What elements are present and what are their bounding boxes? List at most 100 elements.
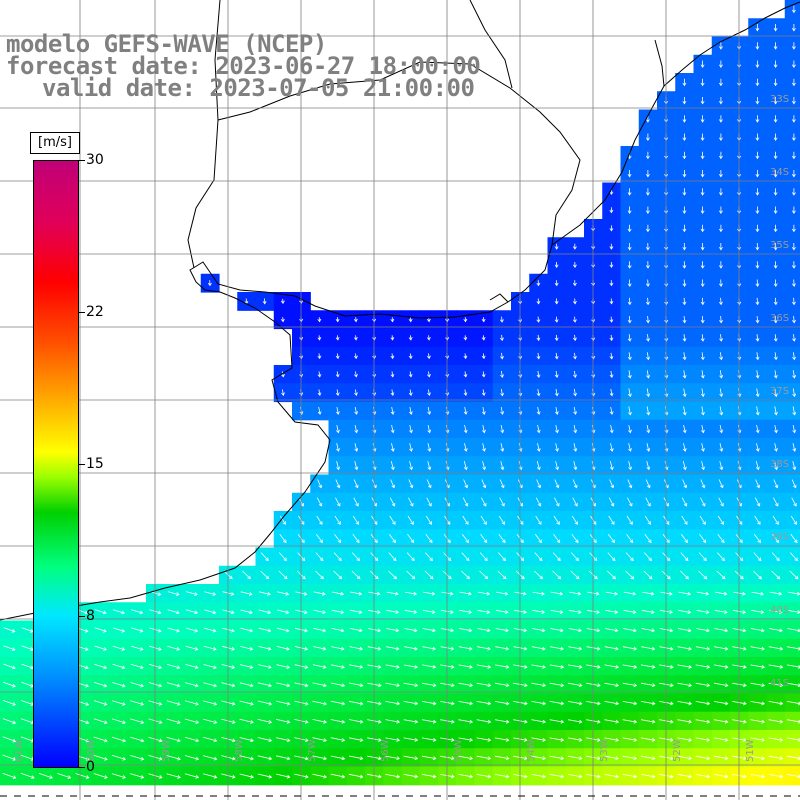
wind-arrow — [646, 315, 650, 324]
wind-arrow — [753, 534, 761, 544]
wind-arrow — [682, 406, 687, 416]
wind-arrow — [316, 497, 323, 507]
wind-arrow — [315, 534, 323, 544]
wind-arrow — [497, 570, 507, 580]
wind-arrow — [130, 682, 144, 688]
wind-arrow — [317, 389, 322, 397]
wind-arrow — [628, 443, 632, 452]
wind-arrow — [718, 97, 723, 105]
wind-arrow — [476, 682, 492, 688]
wind-arrow — [407, 515, 414, 525]
wind-arrow — [755, 206, 760, 214]
wind-arrow — [463, 407, 468, 415]
wind-arrow — [549, 664, 565, 669]
wind-arrow — [240, 609, 253, 615]
wind-arrow — [353, 353, 358, 360]
wind-arrow — [755, 406, 760, 416]
wind-arrow — [536, 316, 541, 323]
wind-arrow — [755, 479, 760, 489]
wind-arrow — [627, 352, 632, 361]
wind-arrow — [773, 115, 778, 123]
wind-arrow — [609, 443, 614, 452]
wind-arrow — [550, 628, 564, 633]
wind-arrow — [494, 701, 510, 706]
wind-arrow — [202, 718, 218, 724]
wind-arrow — [573, 407, 578, 415]
wind-arrow — [348, 773, 364, 779]
wind-arrow — [498, 552, 506, 562]
wind-arrow — [500, 443, 505, 452]
wind-arrow — [330, 755, 346, 761]
wind-speed-cell — [784, 401, 800, 421]
wind-arrow — [276, 627, 290, 633]
wind-arrow — [549, 719, 565, 724]
latitude-label: 39S — [770, 532, 789, 543]
wind-arrow — [718, 170, 723, 178]
wind-arrow — [628, 425, 632, 434]
wind-arrow — [696, 591, 710, 596]
wind-arrow — [622, 646, 638, 651]
wind-arrow — [336, 407, 340, 415]
wind-arrow — [184, 736, 200, 743]
wind-arrow — [94, 645, 107, 651]
wind-arrow — [203, 627, 217, 633]
wind-arrow — [572, 479, 578, 489]
wind-speed-cell — [784, 365, 800, 384]
wind-arrow — [773, 497, 779, 507]
wind-arrow — [532, 628, 546, 633]
colorbar-tick-mark — [79, 464, 85, 465]
wind-arrow — [354, 461, 359, 471]
wind-arrow — [386, 591, 399, 596]
wind-arrow — [166, 682, 181, 688]
wind-arrow — [276, 718, 291, 724]
wind-arrow — [258, 627, 272, 633]
wind-arrow — [786, 701, 800, 706]
wind-arrow — [701, 443, 705, 452]
wind-arrow — [609, 479, 614, 489]
wind-arrow — [385, 682, 400, 688]
wind-arrow — [700, 370, 705, 379]
wind-arrow — [682, 352, 687, 361]
wind-arrow — [240, 627, 254, 633]
wind-arrow — [499, 316, 504, 323]
border-line — [469, 0, 513, 89]
wind-arrow — [459, 609, 473, 614]
wind-arrow — [567, 774, 583, 779]
wind-arrow — [554, 370, 559, 379]
wind-arrow — [714, 628, 729, 633]
coastline — [0, 0, 800, 621]
wind-arrow — [536, 443, 541, 452]
wind-speed-cell — [784, 419, 800, 439]
wind-arrow — [277, 591, 290, 596]
wind-arrow — [257, 737, 273, 743]
wind-arrow — [407, 534, 415, 544]
wind-arrow — [773, 170, 778, 178]
wind-arrow — [791, 5, 796, 14]
latitude-label: 36S — [770, 313, 789, 324]
wind-arrow — [682, 315, 687, 324]
longitude-label: 58W — [234, 739, 245, 762]
wind-arrow — [700, 60, 705, 68]
wind-arrow — [279, 552, 287, 562]
wind-arrow — [482, 443, 486, 452]
wind-arrow — [627, 206, 632, 214]
latitude-label: 34S — [770, 167, 789, 178]
wind-speed-cell — [784, 456, 800, 476]
wind-arrow — [695, 755, 711, 761]
wind-arrow — [682, 242, 687, 251]
wind-arrow — [682, 388, 687, 398]
wind-arrow — [111, 718, 126, 725]
wind-arrow — [390, 317, 395, 323]
wind-arrow — [645, 206, 650, 214]
wind-arrow — [422, 609, 436, 614]
wind-arrow — [536, 407, 541, 415]
wind-arrow — [2, 718, 17, 725]
wind-arrow — [260, 570, 270, 580]
wind-arrow — [112, 700, 126, 706]
wind-arrow — [385, 719, 401, 724]
border-line — [489, 293, 509, 303]
wind-arrow — [695, 682, 711, 688]
wind-arrow — [792, 443, 797, 452]
wind-arrow — [312, 682, 327, 688]
wind-arrow — [462, 515, 469, 525]
